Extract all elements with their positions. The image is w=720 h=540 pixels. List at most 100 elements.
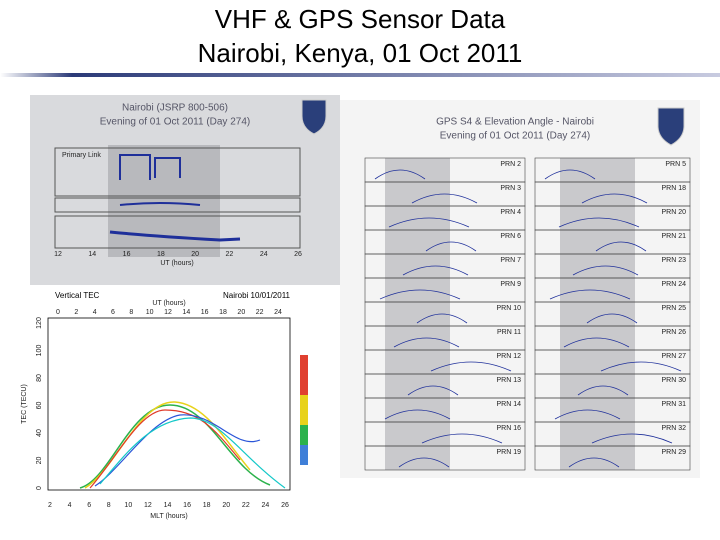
axis-label: UT (hours) <box>160 260 193 267</box>
logo <box>657 107 685 146</box>
prn-label: PRN 14 <box>496 401 521 408</box>
tick-label: 18 <box>203 502 211 509</box>
trace <box>398 457 450 468</box>
colorbar <box>300 395 308 425</box>
prn-label: PRN 12 <box>496 353 521 360</box>
prn-label: PRN 2 <box>500 161 521 168</box>
tick-label: 16 <box>123 251 131 258</box>
prn-label: PRN 19 <box>496 449 521 456</box>
tick-label: 0 <box>56 309 60 316</box>
tick-label: 12 <box>164 309 172 316</box>
panel-title: Vertical TEC <box>55 291 100 300</box>
trace <box>411 193 478 204</box>
tick-label: 22 <box>242 502 250 509</box>
tick-label: 4 <box>93 309 97 316</box>
tick-label: 8 <box>129 309 133 316</box>
prn-label: PRN 9 <box>500 281 521 288</box>
title-rule <box>0 73 720 77</box>
tick-label: 0 <box>36 486 43 490</box>
tick-label: 8 <box>107 502 111 509</box>
tick-label: 22 <box>256 309 264 316</box>
tick-label: 2 <box>74 309 78 316</box>
prn-label: PRN 13 <box>496 377 521 384</box>
curve <box>99 417 286 489</box>
colorbar <box>300 425 308 445</box>
prn-label: PRN 20 <box>661 209 686 216</box>
panel-subtitle: Evening of 01 Oct 2011 (Day 274) <box>100 117 250 128</box>
prn-label: PRN 16 <box>496 425 521 432</box>
tick-label: 24 <box>274 309 282 316</box>
prn-label: PRN 24 <box>661 281 686 288</box>
curve <box>94 414 261 487</box>
trace <box>425 241 477 252</box>
prn-label: PRN 32 <box>661 425 686 432</box>
trace <box>119 154 181 180</box>
prn-label: PRN 30 <box>661 377 686 384</box>
strip <box>534 445 691 471</box>
tick-label: 40 <box>36 429 43 437</box>
prn-label: PRN 3 <box>500 185 521 192</box>
plot-frame <box>47 317 291 491</box>
trace <box>563 337 630 348</box>
trace <box>558 217 640 228</box>
tick-label: 6 <box>87 502 91 509</box>
tick-label: 6 <box>111 309 115 316</box>
axis-label: MLT (hours) <box>150 513 187 520</box>
tick-label: 20 <box>191 251 199 258</box>
trace <box>379 289 461 300</box>
prn-label: PRN 23 <box>661 257 686 264</box>
trace <box>577 385 629 396</box>
trace <box>549 289 631 300</box>
trace <box>421 433 503 444</box>
tick-label: 12 <box>54 251 62 258</box>
trace <box>554 409 621 420</box>
strip <box>54 197 301 213</box>
panel-bg <box>25 287 325 520</box>
tick-label: 120 <box>36 317 43 329</box>
prn-label: PRN 4 <box>500 209 521 216</box>
trace <box>402 265 469 276</box>
trace <box>572 265 639 276</box>
tick-label: 26 <box>281 502 289 509</box>
prn-label: PRN 10 <box>496 305 521 312</box>
strip <box>54 215 301 249</box>
trace <box>416 313 468 324</box>
trace <box>591 433 673 444</box>
trace <box>393 337 460 348</box>
tick-label: 20 <box>36 457 43 465</box>
trace <box>374 169 426 180</box>
tec-panel: Vertical TEC Nairobi 10/01/2011 UT (hour… <box>21 287 325 520</box>
axis-label: TEC (TECU) <box>21 384 28 424</box>
strip <box>54 147 301 197</box>
prn-label: PRN 25 <box>661 305 686 312</box>
trace <box>388 217 470 228</box>
prn-label: PRN 7 <box>500 257 521 264</box>
trace <box>600 361 682 372</box>
tick-label: 26 <box>294 251 302 258</box>
prn-label: PRN 29 <box>661 449 686 456</box>
trace <box>568 457 620 468</box>
location-date: Nairobi 10/01/2011 <box>223 291 291 300</box>
tick-label: 12 <box>144 502 152 509</box>
prn-label: PRN 11 <box>497 329 521 336</box>
prn-label: PRN 5 <box>665 161 686 168</box>
tick-label: 14 <box>164 502 172 509</box>
panel-title: Nairobi (JSRP 800-506) <box>122 103 228 114</box>
tick-label: 14 <box>182 309 190 316</box>
tick-label: 10 <box>146 309 154 316</box>
prn-label: PRN 6 <box>500 233 521 240</box>
tick-label: 2 <box>48 502 52 509</box>
tick-label: 10 <box>124 502 132 509</box>
trace <box>407 385 459 396</box>
tick-label: 18 <box>157 251 165 258</box>
tick-label: 20 <box>222 502 230 509</box>
logo <box>301 99 327 135</box>
trace <box>109 230 241 242</box>
curve <box>89 409 241 489</box>
trace <box>384 409 451 420</box>
prn-label: PRN 21 <box>661 233 686 240</box>
prn-label: PRN 31 <box>661 401 686 408</box>
colorbar <box>300 355 308 395</box>
prn-label: PRN 26 <box>661 329 686 336</box>
